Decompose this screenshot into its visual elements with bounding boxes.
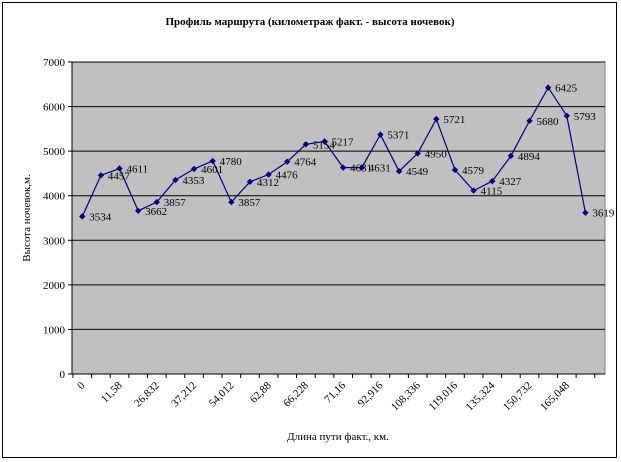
data-point bbox=[265, 171, 272, 178]
gridlines bbox=[72, 61, 605, 330]
y-axis-ticks: 0 1000 2000 3000 4000 5000 6000 7000 bbox=[43, 57, 72, 381]
x-axis-label: Длина пути факт., км. bbox=[287, 431, 389, 443]
data-label: 4631 bbox=[350, 163, 372, 175]
x-tick-label: 54,012 bbox=[207, 380, 237, 410]
x-tick-label: 66,228 bbox=[281, 379, 311, 409]
y-tick-label: 6000 bbox=[43, 102, 66, 114]
data-point bbox=[377, 131, 384, 138]
data-point bbox=[563, 112, 570, 119]
y-tick-label: 4000 bbox=[43, 191, 66, 203]
chart-title: Профиль маршрута (километраж факт. - выс… bbox=[166, 16, 455, 28]
data-label: 5371 bbox=[387, 130, 409, 142]
data-label: 3857 bbox=[238, 197, 261, 209]
y-tick-label: 3000 bbox=[43, 235, 66, 247]
data-point bbox=[321, 138, 328, 145]
data-label: 3857 bbox=[164, 197, 187, 209]
data-point bbox=[339, 164, 347, 171]
data-point bbox=[358, 164, 365, 171]
data-label: 5721 bbox=[443, 114, 465, 126]
plot-area bbox=[71, 61, 606, 375]
data-label: 4780 bbox=[220, 156, 243, 168]
y-tick-label: 1000 bbox=[43, 324, 66, 336]
data-point bbox=[395, 168, 403, 175]
data-label: 4353 bbox=[182, 175, 205, 187]
data-label: 4312 bbox=[257, 177, 279, 189]
data-point bbox=[116, 165, 123, 172]
x-tick-label: 0 bbox=[75, 379, 88, 392]
data-label: 5154 bbox=[313, 139, 336, 151]
data-label: 4631 bbox=[369, 163, 391, 175]
data-label: 3534 bbox=[89, 211, 112, 223]
data-point bbox=[470, 187, 477, 194]
data-point bbox=[228, 198, 235, 206]
axes bbox=[71, 62, 605, 375]
data-point bbox=[414, 150, 421, 157]
data-point bbox=[302, 141, 310, 148]
data-label: 4894 bbox=[518, 151, 541, 163]
data-point bbox=[246, 178, 254, 186]
data-label: 4115 bbox=[481, 186, 503, 198]
data-label: 6425 bbox=[555, 83, 578, 95]
data-label: 4457 bbox=[108, 170, 130, 182]
data-points bbox=[79, 84, 589, 220]
data-point bbox=[582, 209, 589, 216]
data-label: 4476 bbox=[276, 169, 299, 181]
x-tick-label: 92,916 bbox=[356, 379, 386, 409]
x-tick-label: 150,732 bbox=[501, 380, 535, 414]
data-label: 4764 bbox=[294, 157, 317, 169]
data-point bbox=[433, 115, 440, 123]
data-point bbox=[544, 84, 552, 91]
data-label: 5793 bbox=[574, 111, 597, 123]
data-point bbox=[190, 165, 198, 173]
x-tick-label: 119,016 bbox=[427, 379, 461, 413]
data-point bbox=[79, 213, 86, 220]
data-point bbox=[134, 207, 142, 214]
x-tick-label: 108,336 bbox=[389, 379, 423, 413]
data-labels: 3534445746113662385743534601478038574312… bbox=[89, 83, 615, 224]
data-label: 4327 bbox=[499, 176, 522, 188]
data-label: 3662 bbox=[145, 206, 167, 218]
data-point bbox=[97, 172, 105, 179]
data-label: 4950 bbox=[425, 148, 448, 160]
data-label: 4549 bbox=[406, 166, 429, 178]
series-line bbox=[81, 86, 586, 217]
data-label: 4601 bbox=[201, 164, 223, 176]
data-label: 4579 bbox=[462, 165, 485, 177]
x-tick-label: 11,58 bbox=[99, 379, 125, 405]
data-point bbox=[507, 152, 515, 160]
data-point bbox=[489, 177, 496, 185]
x-tick-label: 37,212 bbox=[169, 380, 199, 410]
data-label: 3619 bbox=[592, 208, 615, 220]
data-label: 5680 bbox=[537, 116, 560, 128]
data-point bbox=[526, 117, 533, 125]
x-tick-label: 135,324 bbox=[464, 379, 498, 413]
y-tick-label: 7000 bbox=[43, 57, 66, 69]
data-point bbox=[153, 198, 160, 206]
data-label: 4611 bbox=[127, 163, 149, 175]
data-point bbox=[451, 166, 459, 174]
data-point bbox=[284, 158, 291, 165]
x-tick-label: 62,88 bbox=[248, 379, 274, 405]
y-tick-label: 0 bbox=[60, 369, 66, 381]
x-axis-ticks: 0 11,58 26,832 37,212 54,012 62,88 66,228 71,16… bbox=[72, 374, 596, 414]
data-point bbox=[172, 176, 179, 184]
data-point bbox=[209, 157, 216, 165]
y-axis-label: Высота ночевок,м. bbox=[21, 174, 33, 262]
x-tick-label: 165,048 bbox=[538, 379, 572, 413]
data-label: 5217 bbox=[332, 136, 355, 148]
x-tick-label: 26,832 bbox=[132, 380, 162, 410]
y-tick-label: 2000 bbox=[43, 280, 66, 292]
y-tick-label: 5000 bbox=[43, 146, 66, 158]
x-tick-label: 71,16 bbox=[322, 379, 348, 405]
